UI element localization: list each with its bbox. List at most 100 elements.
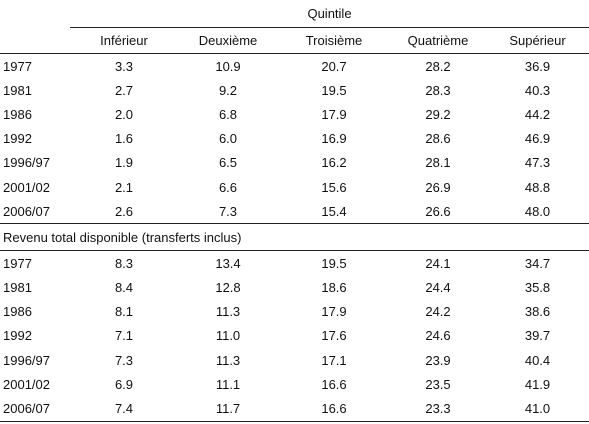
value-cell: 2.0 — [114, 106, 134, 122]
value-cell: 44.2 — [524, 106, 551, 122]
value-cell: 23.3 — [390, 396, 486, 422]
year-cell: 1986 — [3, 106, 32, 122]
value-cell: 41.9 — [524, 376, 551, 392]
column-header-blank — [0, 28, 70, 54]
value-cell: 19.5 — [321, 255, 347, 271]
value-cell: 7.1 — [114, 328, 134, 344]
value-cell: 48.8 — [524, 179, 551, 195]
value-cell: 15.4 — [321, 203, 347, 219]
value-cell: 17.6 — [321, 328, 347, 344]
value-cell: 12.8 — [215, 280, 241, 296]
value-cell: 16.6 — [321, 376, 347, 392]
value-cell: 24.6 — [425, 328, 451, 344]
value-cell: 1.6 — [114, 131, 134, 147]
year-cell: 2006/07 — [3, 203, 50, 219]
value-cell: 13.4 — [215, 255, 241, 271]
value-cell: 11.3 — [215, 304, 241, 320]
value-cell: 19.5 — [321, 82, 347, 98]
table-row: 1992 7.1 11.0 17.6 24.6 39.7 — [0, 324, 589, 348]
value-cell: 6.6 — [218, 179, 238, 195]
year-cell: 1996/97 — [3, 352, 50, 368]
value-cell: 16.2 — [321, 155, 347, 171]
column-header-row: Inférieur Deuxième Troisième Quatrième S… — [0, 28, 589, 54]
column-header-troisieme: Troisième — [305, 33, 363, 48]
value-cell: 10.9 — [215, 58, 241, 74]
corner-blank — [0, 0, 70, 28]
value-cell: 17.9 — [321, 304, 347, 320]
value-cell: 35.8 — [524, 280, 551, 296]
value-cell: 8.1 — [114, 304, 134, 320]
value-cell: 2.7 — [114, 82, 134, 98]
table-row: 1977 3.3 10.9 20.7 28.2 36.9 — [0, 54, 589, 79]
year-cell: 1992 — [3, 328, 32, 344]
year-cell: 2001/02 — [3, 376, 50, 392]
table-row: 1981 8.4 12.8 18.6 24.4 35.8 — [0, 276, 589, 300]
quintile-group-header-row: Quintile — [0, 0, 589, 28]
table-row: 1992 1.6 6.0 16.9 28.6 46.9 — [0, 127, 589, 151]
table-row: 2001/02 2.1 6.6 15.6 26.9 48.8 — [0, 175, 589, 199]
value-cell: 6.0 — [218, 131, 238, 147]
value-cell: 46.9 — [524, 131, 551, 147]
table-row: 2006/07 2.6 7.3 15.4 26.6 48.0 — [0, 199, 589, 224]
value-cell: 17.9 — [321, 106, 347, 122]
table-row: 1986 8.1 11.3 17.9 24.2 38.6 — [0, 300, 589, 324]
section1-body: 1977 3.3 10.9 20.7 28.2 36.9 1981 2.7 9.2 19.5 28.… — [0, 54, 589, 224]
value-cell: 34.7 — [524, 255, 551, 271]
value-cell: 11.3 — [215, 352, 241, 368]
value-cell: 3.3 — [114, 58, 134, 74]
value-cell: 2.6 — [114, 203, 134, 219]
table-row: 1981 2.7 9.2 19.5 28.3 40.3 — [0, 78, 589, 102]
table-row: 2006/07 7.4 11.7 16.6 23.3 41.0 — [0, 396, 589, 422]
year-cell: 1986 — [3, 304, 32, 320]
value-cell: 8.4 — [114, 280, 134, 296]
value-cell: 2.1 — [114, 179, 134, 195]
value-cell: 15.6 — [321, 179, 347, 195]
year-cell: 2006/07 — [0, 396, 70, 422]
value-cell: 16.6 — [278, 396, 390, 422]
value-cell: 18.6 — [321, 280, 347, 296]
value-cell: 9.2 — [218, 82, 238, 98]
section2-body: 1977 8.3 13.4 19.5 24.1 34.7 1981 8.4 12.8 18.6 24… — [0, 251, 589, 422]
year-cell: 1996/97 — [3, 155, 50, 171]
year-cell: 1981 — [3, 280, 32, 296]
value-cell: 41.0 — [486, 396, 589, 422]
value-cell: 28.1 — [425, 155, 451, 171]
section-title-row: Revenu total disponible (transferts incl… — [0, 223, 589, 252]
value-cell: 7.4 — [70, 396, 178, 422]
value-cell: 11.1 — [215, 376, 241, 392]
column-header-inferieur: Inférieur — [100, 33, 148, 48]
column-header-deuxieme: Deuxième — [198, 33, 258, 48]
table-row: 1986 2.0 6.8 17.9 29.2 44.2 — [0, 102, 589, 126]
value-cell: 24.4 — [425, 280, 451, 296]
value-cell: 7.3 — [114, 352, 134, 368]
value-cell: 26.9 — [425, 179, 451, 195]
value-cell: 28.6 — [425, 131, 451, 147]
table-row: 1977 8.3 13.4 19.5 24.1 34.7 — [0, 251, 589, 276]
year-cell: 1992 — [3, 131, 32, 147]
value-cell: 39.7 — [524, 328, 551, 344]
value-cell: 29.2 — [425, 106, 451, 122]
value-cell: 23.5 — [425, 376, 451, 392]
value-cell: 16.9 — [321, 131, 347, 147]
value-cell: 8.3 — [114, 255, 134, 271]
value-cell: 11.7 — [178, 396, 278, 422]
value-cell: 28.2 — [425, 58, 451, 74]
value-cell: 7.3 — [218, 203, 238, 219]
year-cell: 1977 — [3, 58, 32, 74]
column-header-superieur: Supérieur — [509, 33, 566, 48]
value-cell: 40.3 — [524, 82, 551, 98]
value-cell: 28.3 — [425, 82, 451, 98]
value-cell: 6.5 — [218, 155, 238, 171]
value-cell: 20.7 — [321, 58, 347, 74]
table-row: 1996/97 7.3 11.3 17.1 23.9 40.4 — [0, 348, 589, 372]
value-cell: 24.2 — [425, 304, 451, 320]
year-cell: 2001/02 — [3, 179, 50, 195]
value-cell: 1.9 — [114, 155, 134, 171]
table-row: 2001/02 6.9 11.1 16.6 23.5 41.9 — [0, 372, 589, 396]
column-header-quatrieme: Quatrième — [407, 33, 469, 48]
value-cell: 6.8 — [218, 106, 238, 122]
value-cell: 26.6 — [425, 203, 451, 219]
value-cell: 6.9 — [114, 376, 134, 392]
year-cell: 1981 — [3, 82, 32, 98]
